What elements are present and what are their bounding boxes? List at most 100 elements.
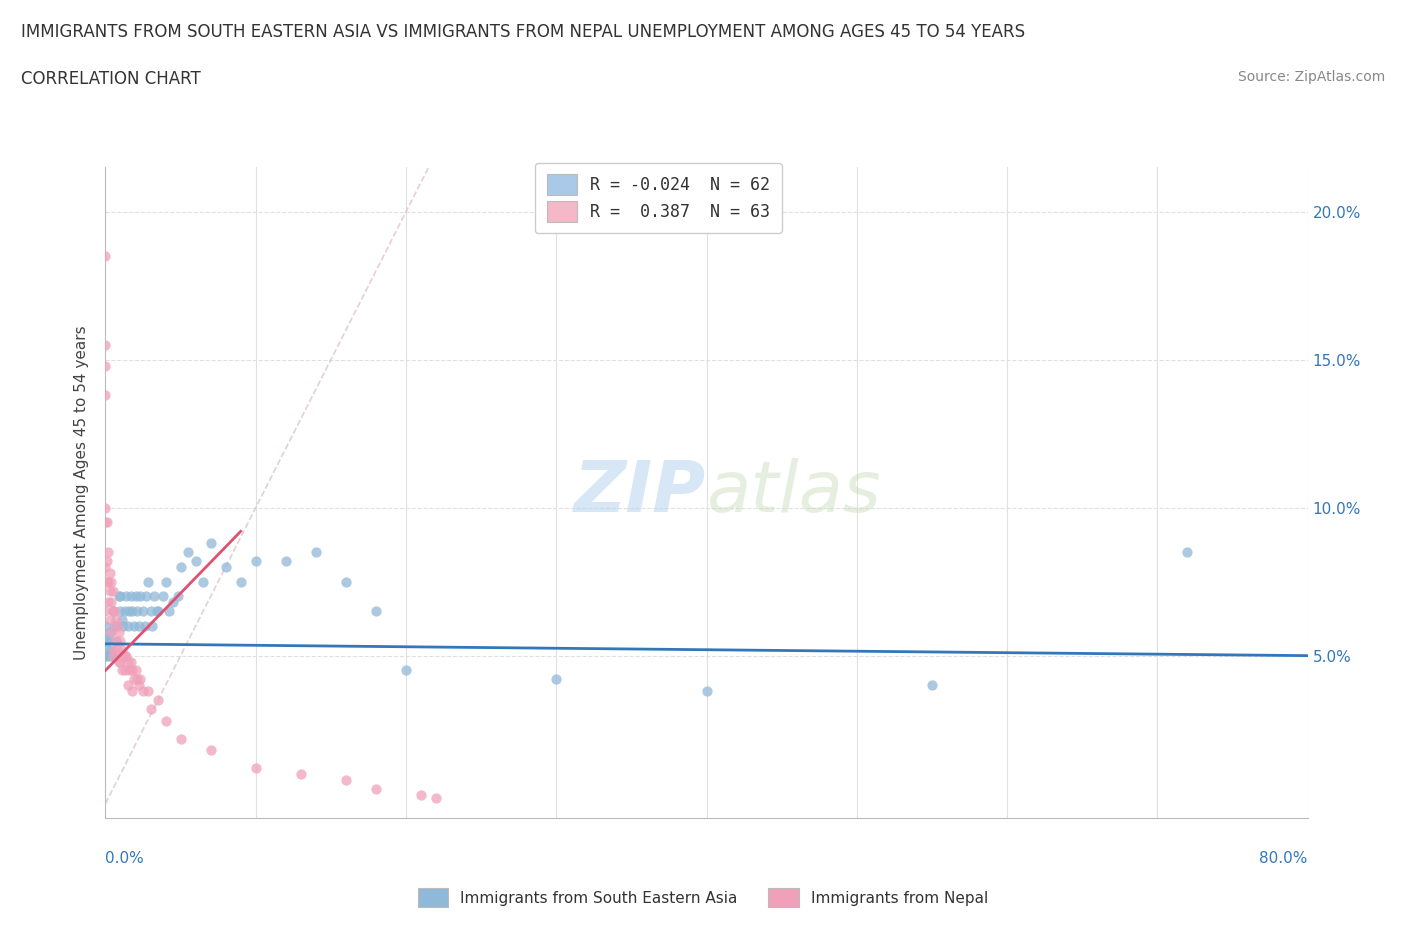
Point [96, 553, 118, 568]
Point [111, 663, 134, 678]
Point [245, 761, 267, 776]
Point [97, 643, 120, 658]
Point [157, 604, 180, 618]
Point [120, 654, 142, 669]
Point [117, 678, 139, 693]
Point [229, 574, 252, 589]
Point [169, 731, 191, 746]
Y-axis label: Unemployment Among Ages 45 to 54 years: Unemployment Among Ages 45 to 54 years [75, 326, 90, 660]
Point [110, 633, 132, 648]
Point [122, 671, 145, 686]
Point [118, 604, 141, 618]
Point [121, 684, 143, 698]
Point [107, 643, 129, 658]
Point [134, 618, 156, 633]
Point [128, 678, 150, 693]
Point [146, 604, 169, 618]
Point [107, 618, 129, 633]
Point [94, 604, 117, 618]
Point [214, 560, 236, 575]
Point [94, 388, 117, 403]
Point [98, 613, 121, 628]
Point [139, 701, 162, 716]
Text: ZIP: ZIP [574, 458, 707, 527]
Point [94, 560, 117, 575]
Point [98, 583, 121, 598]
Point [409, 788, 432, 803]
Point [166, 589, 188, 604]
Point [110, 654, 132, 669]
Point [274, 553, 297, 568]
Point [110, 589, 132, 604]
Point [98, 565, 121, 580]
Point [364, 604, 387, 618]
Point [98, 625, 121, 640]
Point [155, 713, 177, 728]
Point [141, 618, 163, 633]
Point [1175, 545, 1198, 560]
Point [101, 604, 124, 618]
Point [335, 574, 357, 589]
Point [169, 560, 191, 575]
Point [100, 625, 122, 640]
Point [97, 595, 120, 610]
Point [108, 654, 131, 669]
Point [111, 643, 134, 658]
Point [115, 648, 138, 663]
Point [94, 648, 117, 663]
Point [101, 648, 124, 663]
Text: IMMIGRANTS FROM SOUTH EASTERN ASIA VS IMMIGRANTS FROM NEPAL UNEMPLOYMENT AMONG A: IMMIGRANTS FROM SOUTH EASTERN ASIA VS IM… [21, 23, 1025, 41]
Point [335, 773, 357, 788]
Point [162, 595, 184, 610]
Text: Source: ZipAtlas.com: Source: ZipAtlas.com [1237, 70, 1385, 84]
Point [117, 654, 139, 669]
Point [111, 613, 134, 628]
Point [112, 618, 135, 633]
Point [121, 604, 143, 618]
Legend: R = -0.024  N = 62, R =  0.387  N = 63: R = -0.024 N = 62, R = 0.387 N = 63 [536, 163, 782, 233]
Point [112, 648, 135, 663]
Point [101, 648, 124, 663]
Point [290, 766, 312, 781]
Point [139, 604, 162, 618]
Point [184, 553, 207, 568]
Point [110, 604, 132, 618]
Point [94, 633, 117, 648]
Point [100, 574, 122, 589]
Point [100, 643, 122, 658]
Point [125, 671, 148, 686]
Point [305, 545, 328, 560]
Point [364, 781, 387, 796]
Point [97, 545, 120, 560]
Point [145, 604, 167, 618]
Point [124, 589, 146, 604]
Point [132, 684, 155, 698]
Point [135, 589, 157, 604]
Text: 0.0%: 0.0% [105, 851, 145, 866]
Point [107, 618, 129, 633]
Point [425, 790, 447, 805]
Point [136, 574, 159, 589]
Text: 80.0%: 80.0% [1260, 851, 1308, 866]
Point [96, 648, 118, 663]
Point [117, 618, 139, 633]
Point [94, 515, 117, 530]
Point [114, 604, 136, 618]
Text: atlas: atlas [707, 458, 882, 527]
Point [114, 663, 136, 678]
Point [921, 678, 943, 693]
Point [152, 589, 174, 604]
Point [94, 358, 117, 373]
Point [129, 589, 152, 604]
Point [191, 574, 214, 589]
Point [146, 693, 169, 708]
Point [94, 500, 117, 515]
Point [103, 604, 125, 618]
Point [97, 631, 120, 645]
Point [546, 671, 568, 686]
Point [118, 663, 141, 678]
Point [100, 595, 122, 610]
Point [200, 536, 222, 551]
Point [94, 248, 117, 263]
Point [101, 583, 124, 598]
